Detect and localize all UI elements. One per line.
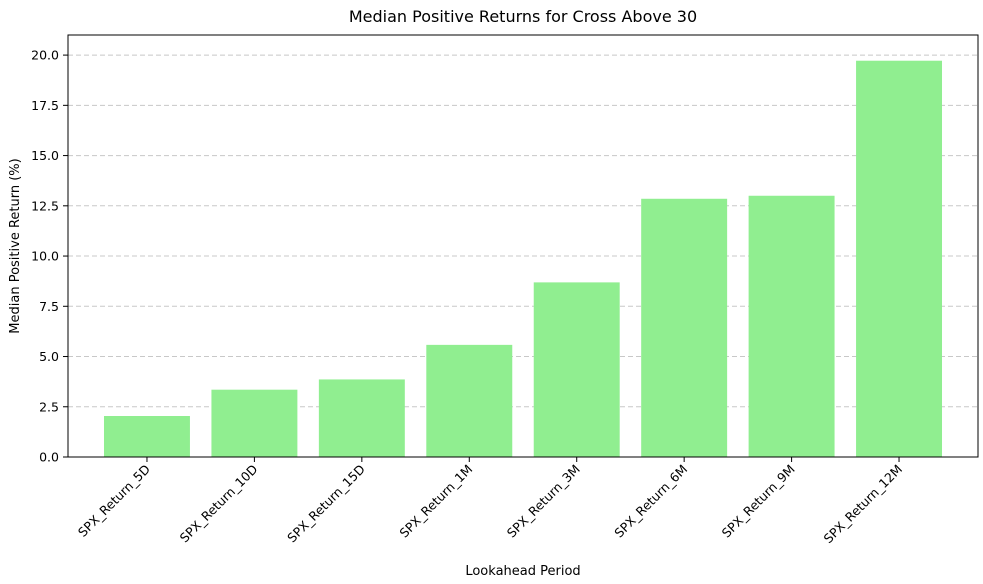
x-tick-label: SPX_Return_3M [504,462,583,541]
x-axis-label: Lookahead Period [465,564,580,579]
bar [533,282,620,457]
y-axis-ticks: 0.0 2.5 5.0 7.5 10.0 12.5 15.0 17.5 20.0 [31,48,68,465]
bar [641,198,728,457]
x-tick-label: SPX_Return_12M [821,462,906,547]
chart-title: Median Positive Returns for Cross Above … [349,7,697,26]
x-tick-label: SPX_Return_9M [719,462,798,541]
x-tick-label: SPX_Return_6M [611,462,690,541]
bar [211,389,298,457]
y-tick-label: 20.0 [31,48,59,63]
x-tick-label: SPX_Return_10D [177,462,261,546]
y-tick-label: 17.5 [31,98,59,113]
grid-lines [68,54,978,408]
y-tick-label: 7.5 [39,299,59,314]
bar [103,416,190,457]
plot-frame [67,34,979,458]
y-tick-label: 10.0 [31,249,59,264]
bars [103,60,943,458]
bar [856,60,943,458]
x-tick-label: SPX_Return_15D [284,462,368,546]
y-tick-label: 12.5 [31,198,59,213]
x-tick-label: SPX_Return_5D [75,462,153,540]
y-tick-label: 15.0 [31,148,59,163]
bar [748,195,835,457]
bar [318,379,405,457]
y-tick-label: 5.0 [39,349,59,364]
y-tick-label: 0.0 [39,450,59,465]
x-axis-ticks: SPX_Return_5D SPX_Return_10D SPX_Return_15… [75,457,905,546]
y-tick-label: 2.5 [39,399,59,414]
bar [426,344,513,457]
y-axis-label: Median Positive Return (%) [8,158,23,333]
x-tick-label: SPX_Return_1M [396,462,475,541]
